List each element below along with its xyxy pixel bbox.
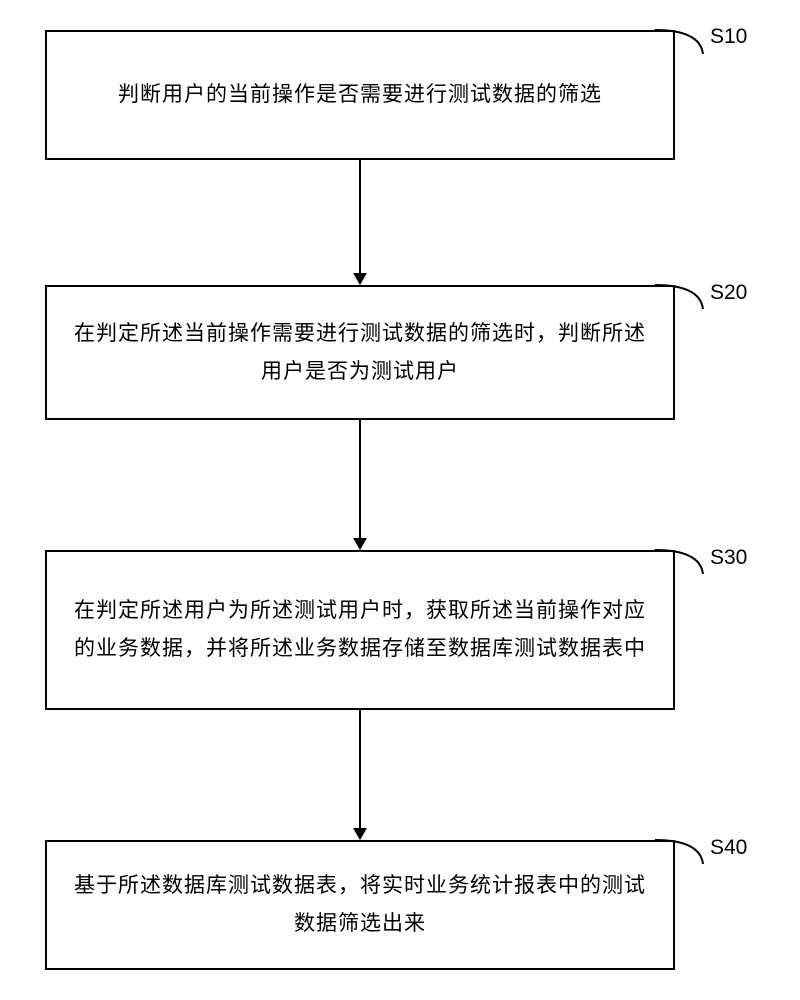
flow-node-s10: 判断用户的当前操作是否需要进行测试数据的筛选 <box>45 30 675 160</box>
arrow-s20-s30-line <box>359 420 361 538</box>
flow-node-s10-text: 判断用户的当前操作是否需要进行测试数据的筛选 <box>118 76 602 114</box>
connector-s30 <box>655 548 713 576</box>
flow-node-s30-text: 在判定所述用户为所述测试用户时，获取所述当前操作对应的业务数据，并将所述业务数据… <box>67 592 653 668</box>
flow-label-s20: S20 <box>710 281 747 305</box>
flow-label-s40: S40 <box>710 836 747 860</box>
arrow-s30-s40-line <box>359 710 361 828</box>
flow-label-s30: S30 <box>710 546 747 570</box>
flow-node-s40: 基于所述数据库测试数据表，将实时业务统计报表中的测试数据筛选出来 <box>45 840 675 970</box>
connector-s10 <box>655 28 713 56</box>
arrow-s20-s30-head <box>353 538 367 550</box>
flow-node-s30: 在判定所述用户为所述测试用户时，获取所述当前操作对应的业务数据，并将所述业务数据… <box>45 550 675 710</box>
arrow-s30-s40-head <box>353 828 367 840</box>
arrow-s10-s20-head <box>353 273 367 285</box>
flow-node-s40-text: 基于所述数据库测试数据表，将实时业务统计报表中的测试数据筛选出来 <box>67 867 653 943</box>
flow-node-s20: 在判定所述当前操作需要进行测试数据的筛选时，判断所述用户是否为测试用户 <box>45 285 675 420</box>
arrow-s10-s20-line <box>359 160 361 273</box>
flowchart-container: 判断用户的当前操作是否需要进行测试数据的筛选 S10 在判定所述当前操作需要进行… <box>45 30 755 970</box>
flow-label-s10: S10 <box>710 25 747 49</box>
connector-s20 <box>655 283 713 311</box>
flow-node-s20-text: 在判定所述当前操作需要进行测试数据的筛选时，判断所述用户是否为测试用户 <box>67 315 653 391</box>
connector-s40 <box>655 838 713 866</box>
